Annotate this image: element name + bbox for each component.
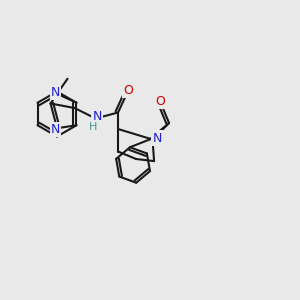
Text: N: N (51, 86, 60, 99)
Text: H: H (89, 122, 98, 132)
Text: N: N (152, 131, 162, 145)
Text: N: N (92, 110, 102, 124)
Text: O: O (124, 83, 134, 97)
Text: O: O (155, 95, 165, 108)
Text: N: N (51, 123, 60, 136)
